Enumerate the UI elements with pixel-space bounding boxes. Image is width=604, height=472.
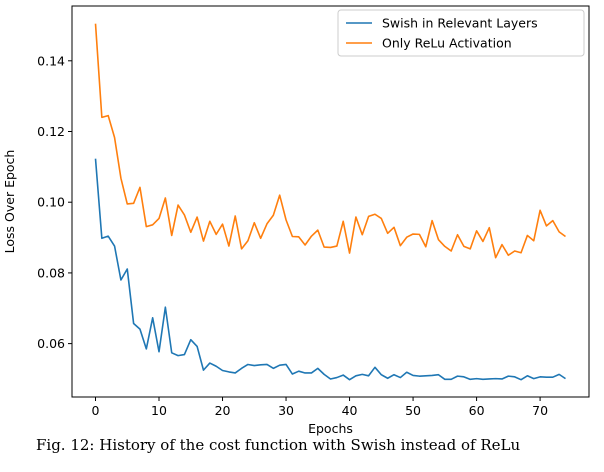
y-tick-label: 0.06 [37, 336, 65, 351]
y-tick-label: 0.08 [37, 265, 65, 280]
y-tick-label: 0.12 [37, 124, 65, 139]
x-tick-label: 10 [151, 403, 167, 418]
x-tick-label: 50 [405, 403, 421, 418]
line-chart: 0 10 20 30 40 50 60 70 0.06 0.08 0.10 0.12 0.14 Epo… [2, 5, 590, 436]
x-tick-label: 70 [532, 403, 548, 418]
plot-frame [71, 5, 590, 398]
x-axis: 0 10 20 30 40 50 60 70 [92, 397, 548, 418]
x-axis-label: Epochs [308, 421, 353, 436]
x-tick-label: 60 [469, 403, 485, 418]
y-axis: 0.06 0.08 0.10 0.12 0.14 [37, 53, 72, 351]
legend-label-relu: Only ReLu Activation [382, 36, 512, 51]
x-tick-label: 0 [92, 403, 100, 418]
plot-lines [94, 23, 566, 381]
series-line-swish [94, 158, 566, 381]
legend-box [337, 9, 585, 57]
x-tick-label: 40 [342, 403, 358, 418]
y-tick-label: 0.14 [37, 53, 65, 68]
x-tick-label: 30 [278, 403, 294, 418]
legend: Swish in Relevant Layers Only ReLu Activ… [337, 9, 585, 57]
figure-caption: Fig. 12: History of the cost function wi… [36, 436, 521, 454]
y-tick-label: 0.10 [37, 195, 65, 210]
y-axis-label: Loss Over Epoch [2, 150, 17, 254]
series-line-relu [94, 23, 566, 259]
x-tick-label: 20 [215, 403, 231, 418]
legend-label-swish: Swish in Relevant Layers [382, 16, 538, 31]
